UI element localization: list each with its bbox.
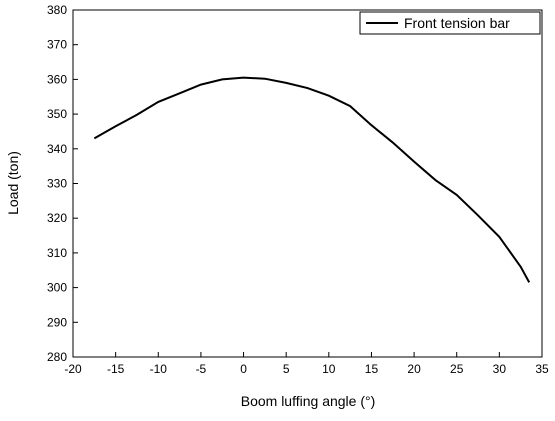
y-tick-label: 330 xyxy=(47,177,67,191)
y-tick-label: 290 xyxy=(47,315,67,329)
y-tick-label: 320 xyxy=(47,211,67,225)
x-tick-label: 35 xyxy=(535,362,549,376)
y-tick-label: 380 xyxy=(47,3,67,17)
legend-box xyxy=(359,11,541,35)
y-tick-label: 280 xyxy=(47,350,67,364)
y-tick-label: 350 xyxy=(47,107,67,121)
x-tick-label: -20 xyxy=(64,362,82,376)
x-tick-label: 25 xyxy=(450,362,464,376)
x-tick-label: 10 xyxy=(322,362,336,376)
x-tick-label: 15 xyxy=(365,362,379,376)
x-tick-label: -15 xyxy=(107,362,125,376)
x-tick-label: -5 xyxy=(196,362,207,376)
plot-frame xyxy=(72,9,543,358)
y-tick-label: 340 xyxy=(47,142,67,156)
x-tick-label: 5 xyxy=(283,362,290,376)
x-tick-label: 30 xyxy=(493,362,507,376)
x-tick-label: 0 xyxy=(240,362,247,376)
y-tick-label: 360 xyxy=(47,72,67,86)
y-tick-label: 370 xyxy=(47,38,67,52)
legend-label: Front tension bar xyxy=(404,15,510,31)
x-axis-title: Boom luffing angle (°) xyxy=(241,393,376,409)
y-tick-label: 310 xyxy=(47,246,67,260)
data-line xyxy=(93,76,531,283)
x-tick-label: -10 xyxy=(150,362,168,376)
y-tick-label: 300 xyxy=(47,281,67,295)
y-axis-title: Load (ton) xyxy=(5,151,21,215)
x-tick-label: 20 xyxy=(407,362,421,376)
